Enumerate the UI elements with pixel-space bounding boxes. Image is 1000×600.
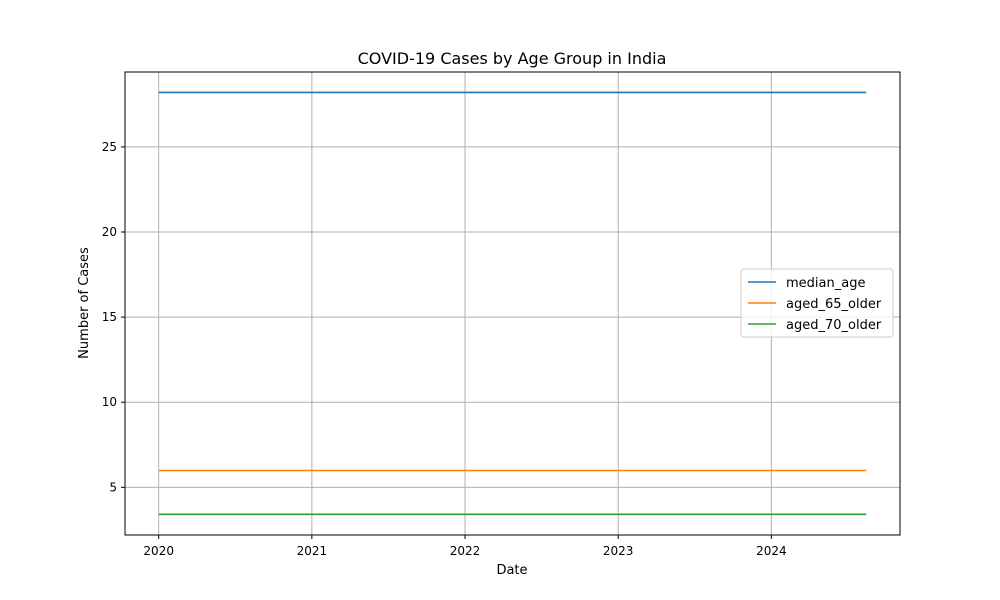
legend-label: median_age	[786, 276, 865, 291]
x-tick-label: 2021	[297, 544, 328, 558]
y-tick-label: 5	[109, 480, 117, 494]
plot-frame	[124, 71, 901, 536]
x-tick-label: 2023	[603, 544, 634, 558]
x-axis-ticks: 2020 2021 2022 2023 2024	[143, 535, 787, 558]
y-tick-label: 10	[102, 395, 117, 409]
legend-label: aged_65_older	[786, 297, 882, 312]
y-tick-label: 25	[102, 140, 117, 154]
x-tick-label: 2020	[143, 544, 174, 558]
legend-box	[740, 268, 894, 338]
x-tick-label: 2022	[450, 544, 481, 558]
series-lines	[158, 91, 867, 516]
legend: median_age aged_65_older aged_70_older	[740, 268, 894, 338]
y-axis-label: Number of Cases	[77, 247, 92, 359]
x-axis-label: Date	[496, 563, 527, 578]
legend-label: aged_70_older	[786, 318, 882, 333]
chart-title: COVID-19 Cases by Age Group in India	[358, 49, 667, 68]
y-tick-label: 20	[102, 225, 117, 239]
y-axis-ticks: 5 10 15 20 25	[102, 140, 125, 494]
y-tick-label: 15	[102, 310, 117, 324]
grid	[125, 72, 900, 535]
x-tick-label: 2024	[756, 544, 787, 558]
